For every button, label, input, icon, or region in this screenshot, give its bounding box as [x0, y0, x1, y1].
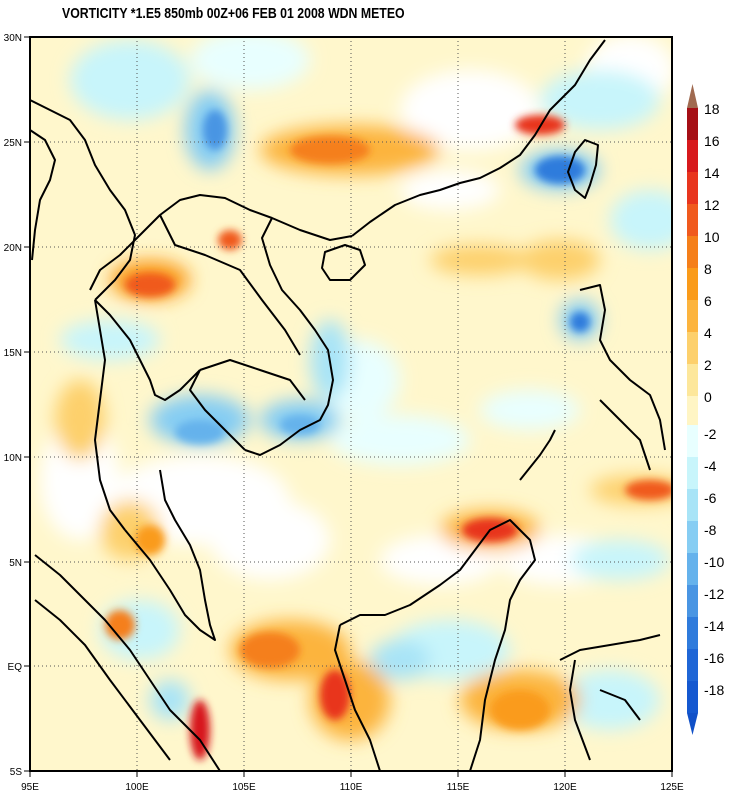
lon-label-95e: 95E — [21, 782, 39, 793]
colorbar-label-neg-8: -18 — [704, 682, 724, 698]
lon-label-100e: 100E — [125, 782, 149, 793]
colorbar-swatch-neg-4 — [687, 553, 698, 585]
colorbar-swatch-neg-1 — [687, 457, 698, 489]
colorbar-swatch-pos-6 — [687, 300, 698, 332]
colorbar-label-pos-7: 4 — [704, 325, 712, 341]
colorbar-label-neg-1: -4 — [704, 458, 717, 474]
colorbar-swatch-neg-8 — [687, 681, 698, 713]
colorbar-top-arrow — [687, 84, 698, 108]
colorbar-swatch-pos-8 — [687, 364, 698, 396]
colorbar-label-pos-6: 6 — [704, 293, 712, 309]
colorbar-swatch-pos-5 — [687, 268, 698, 300]
lon-label-105e: 105E — [232, 782, 256, 793]
colorbar-label-neg-5: -12 — [704, 586, 724, 602]
map-title: VORTICITY *1.E5 850mb 00Z+06 FEB 01 2008… — [62, 5, 405, 22]
coastlines — [30, 39, 666, 771]
colorbar-swatch-neg-3 — [687, 521, 698, 553]
colorbar-swatch-neg-0 — [687, 425, 698, 457]
colorbar-label-neg-6: -14 — [704, 618, 724, 634]
lon-label-110e: 110E — [340, 782, 363, 793]
lat-label-25n: 25N — [4, 138, 22, 149]
colorbar-label-pos-0: 18 — [704, 101, 720, 117]
longitude-labels: 95E 100E 105E 110E 115E 120E 125E — [21, 782, 684, 793]
colorbar-label-pos-1: 16 — [704, 133, 720, 149]
colorbar-label-pos-9: 0 — [704, 389, 712, 405]
lon-label-115e: 115E — [447, 782, 470, 793]
latitude-labels: 30N 25N 20N 15N 10N 5N EQ 5S — [4, 33, 23, 778]
lat-label-eq: EQ — [8, 662, 23, 673]
colorbar-label-neg-0: -2 — [704, 426, 717, 442]
colorbar-swatch-neg-5 — [687, 585, 698, 617]
colorbar-label-pos-8: 2 — [704, 357, 712, 373]
colorbar-label-neg-3: -8 — [704, 522, 717, 538]
lat-label-10n: 10N — [4, 453, 22, 464]
lat-label-5s: 5S — [10, 767, 23, 778]
colorbar-label-neg-2: -6 — [704, 490, 717, 506]
lat-label-20n: 20N — [4, 243, 22, 254]
colorbar-swatch-neg-2 — [687, 489, 698, 521]
lat-label-30n: 30N — [4, 33, 22, 44]
colorbar-swatch-pos-9 — [687, 396, 698, 428]
colorbar-swatch-pos-1 — [687, 140, 698, 172]
axis-ticks — [24, 36, 673, 777]
colorbar-label-neg-7: -16 — [704, 650, 724, 666]
colorbar-swatch-neg-6 — [687, 617, 698, 649]
lat-label-15n: 15N — [4, 348, 22, 359]
colorbar-swatch-pos-7 — [687, 332, 698, 364]
colorbar-swatch-pos-0 — [687, 108, 698, 140]
colorbar-label-pos-3: 12 — [704, 197, 720, 213]
colorbar: 18 16 14 12 10 8 6 4 2 0 -2 -4 -6 -8 -10 -12 -14 -16 -18 — [687, 84, 724, 735]
lon-label-120e: 120E — [553, 782, 577, 793]
vorticity-field — [30, 37, 672, 771]
colorbar-label-pos-2: 14 — [704, 165, 720, 181]
lat-label-5n: 5N — [9, 558, 22, 569]
colorbar-swatch-neg-7 — [687, 649, 698, 681]
colorbar-bottom-arrow — [687, 713, 698, 735]
colorbar-swatch-pos-4 — [687, 236, 698, 268]
colorbar-label-pos-4: 10 — [704, 229, 720, 245]
colorbar-swatch-pos-3 — [687, 204, 698, 236]
colorbar-swatch-pos-2 — [687, 172, 698, 204]
colorbar-label-neg-4: -10 — [704, 554, 724, 570]
lon-label-125e: 125E — [660, 782, 684, 793]
colorbar-label-pos-5: 8 — [704, 261, 712, 277]
